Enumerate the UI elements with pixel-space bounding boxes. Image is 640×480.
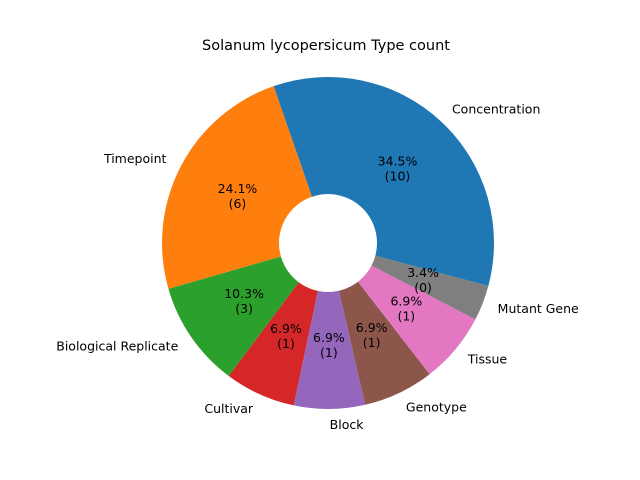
slice-percent-label: 6.9% (1) — [390, 293, 422, 323]
slice-label: Genotype — [406, 399, 467, 414]
slice-label: Cultivar — [204, 401, 254, 416]
slice-tissue — [328, 243, 476, 375]
slice-labels: Concentration 34.5% (10) Timepoint 24.1% (6) B… — [56, 102, 579, 432]
slice-label: Mutant Gene — [498, 301, 579, 316]
donut-hole — [279, 194, 377, 292]
slice-label: Timepoint — [103, 151, 167, 166]
slice-block — [293, 243, 366, 409]
slice-percent-label: 6.9% (1) — [270, 321, 302, 351]
slice-label: Concentration — [452, 102, 540, 117]
slice-label: Biological Replicate — [56, 338, 178, 353]
slice-biological-replicate — [168, 243, 328, 377]
chart-title: Solanum lycopersicum Type count — [202, 38, 450, 54]
slice-percent-label: 24.1% (6) — [218, 181, 258, 211]
slice-percent-label: 6.9% (1) — [356, 320, 388, 350]
slice-percent-label: 10.3% (3) — [224, 286, 264, 316]
slice-label: Block — [330, 417, 365, 432]
slice-percent-label: 3.4% (0) — [407, 265, 439, 295]
slice-percent-label: 34.5% (10) — [378, 153, 418, 183]
slice-percent-label: 6.9% (1) — [313, 330, 345, 360]
slice-label: Tissue — [467, 352, 508, 367]
